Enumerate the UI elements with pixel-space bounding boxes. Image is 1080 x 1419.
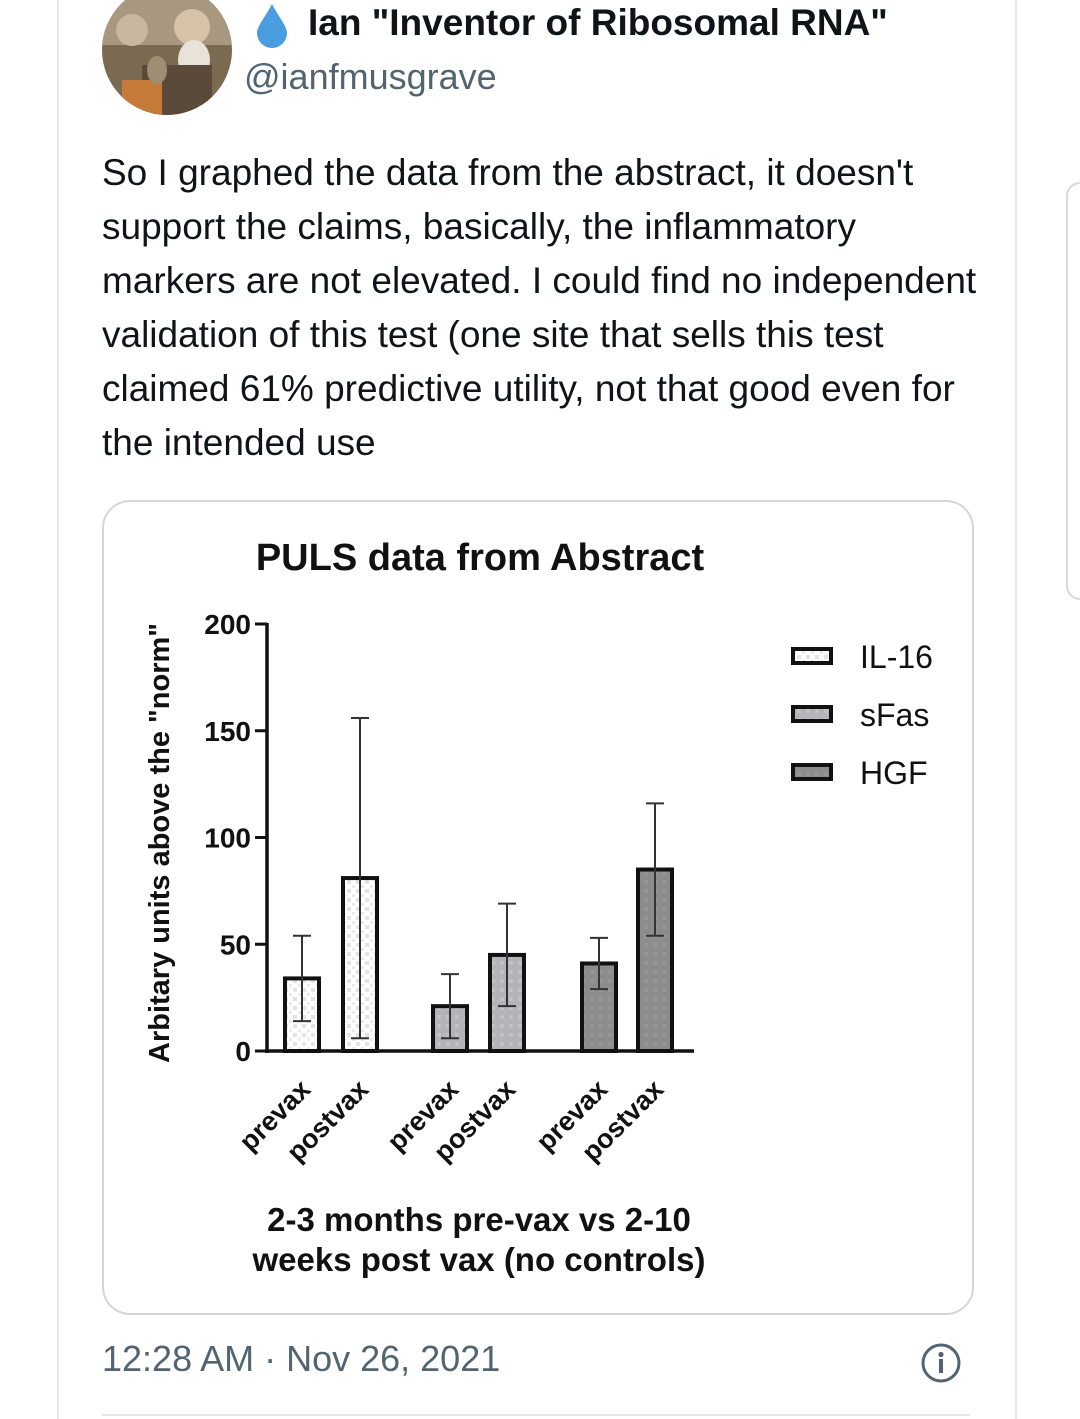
x-axis-label-line-1: 2-3 months pre-vax vs 2-10 [267, 1201, 691, 1238]
info-icon[interactable] [920, 1342, 962, 1384]
tweet-text: So I graphed the data from the abstract,… [102, 152, 977, 463]
author-name[interactable]: Ian "Inventor of Ribosomal RNA" [308, 2, 888, 43]
legend-swatch-HGF [791, 763, 833, 781]
avatar-image [102, 0, 232, 115]
avatar[interactable] [102, 0, 232, 115]
legend-swatch-sFas [791, 705, 833, 723]
chart-image-card[interactable]: PULS data from Abstract Arbitary units a… [102, 500, 974, 1315]
y-axis-label: Arbitary units above the "norm" [144, 623, 176, 1063]
timeline-right-border [1015, 0, 1017, 1419]
y-tick-label: 200 [204, 609, 251, 640]
y-tick-label: 0 [235, 1036, 251, 1067]
y-tick-label: 100 [204, 823, 251, 854]
bar-chart: PULS data from Abstract Arbitary units a… [144, 537, 933, 1278]
tweet-divider [102, 1414, 970, 1416]
adjacent-card-edge [1066, 182, 1080, 600]
legend-label-sFas: sFas [860, 697, 929, 733]
author-handle[interactable]: @ianfmusgrave [244, 56, 497, 97]
timeline-left-border [57, 0, 59, 1419]
water-drop-icon [257, 4, 287, 48]
legend-label-HGF: HGF [860, 755, 928, 791]
y-tick-label: 50 [220, 929, 251, 960]
x-axis-label-line-2: weeks post vax (no controls) [252, 1241, 706, 1278]
legend-swatch-IL-16 [791, 647, 833, 665]
tweet-timestamp[interactable]: 12:28 AM · Nov 26, 2021 [102, 1338, 501, 1379]
y-tick-label: 150 [204, 716, 251, 747]
legend-label-IL-16: IL-16 [860, 639, 933, 675]
chart-title: PULS data from Abstract [256, 537, 705, 579]
